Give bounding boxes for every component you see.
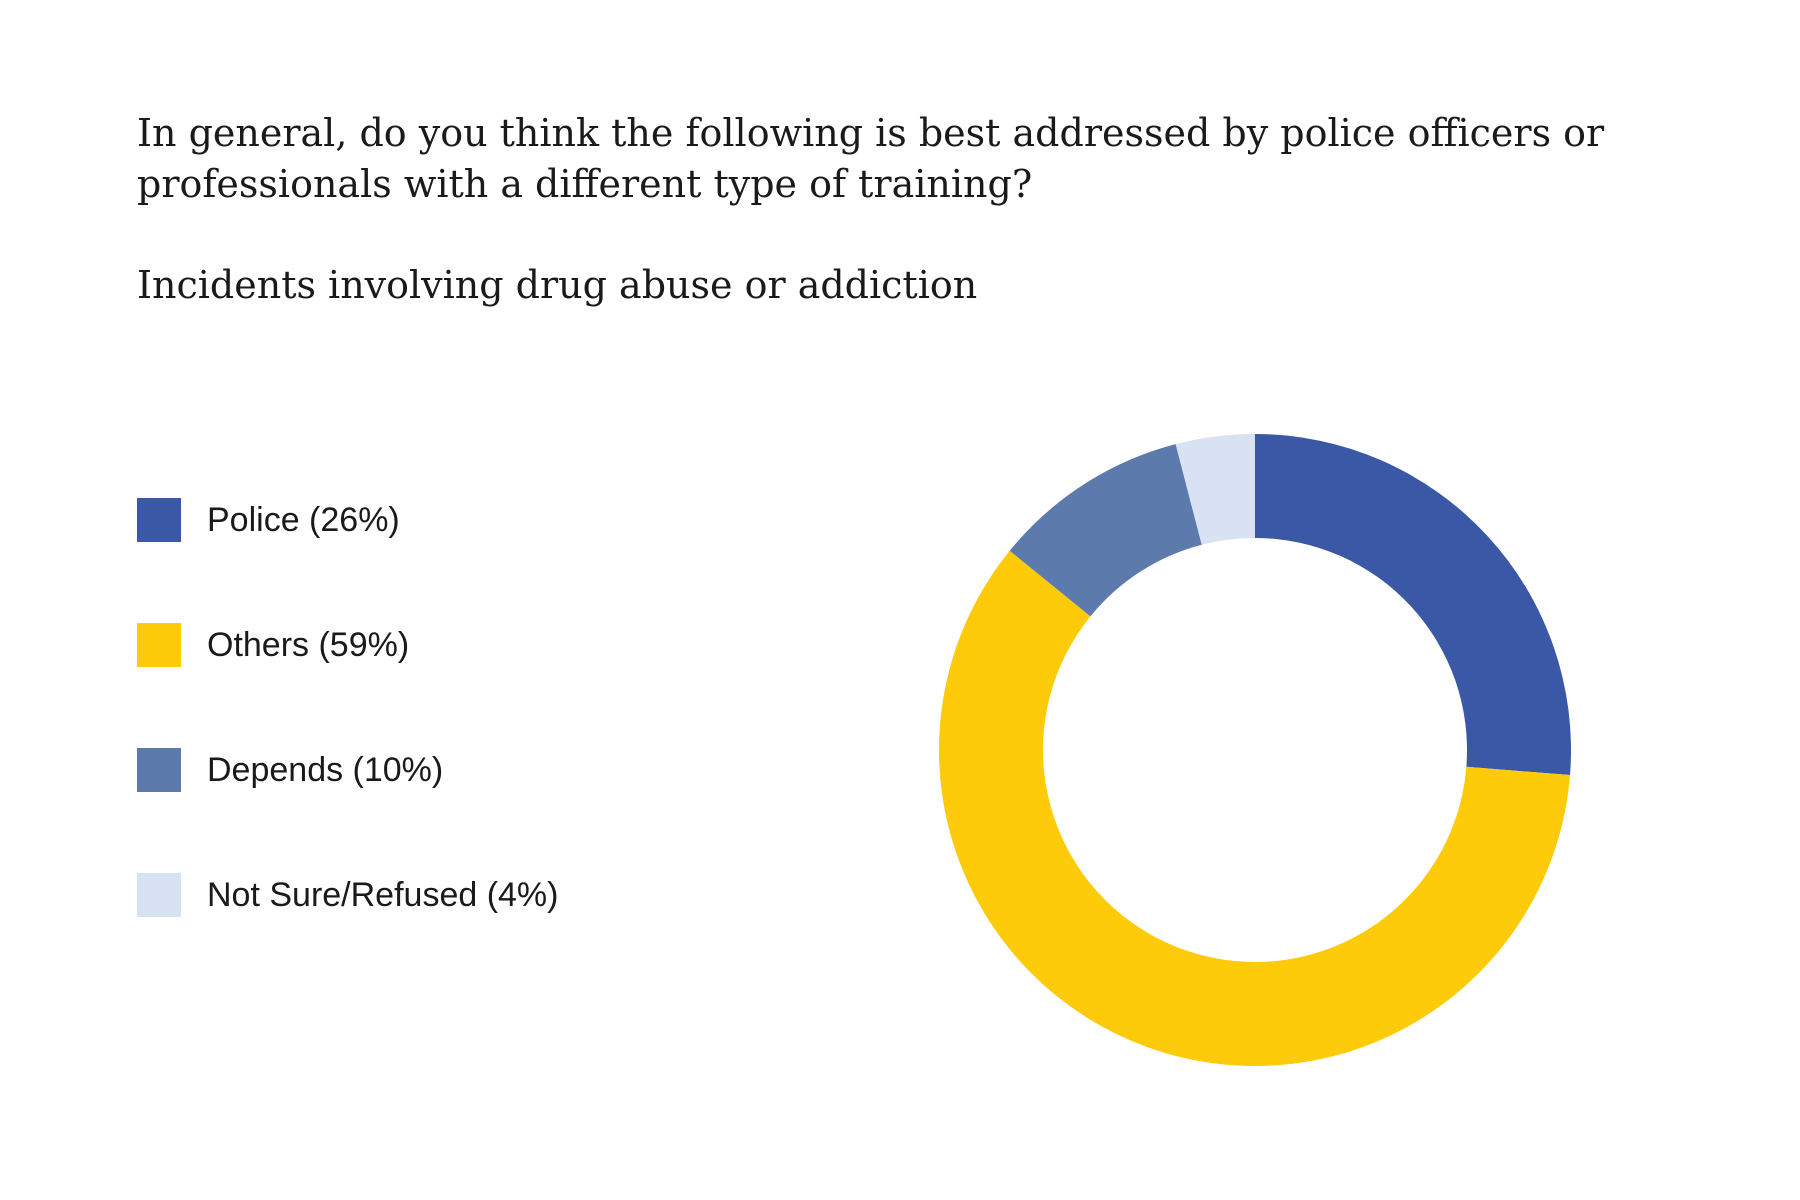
chart-title: In general, do you think the following i… [137,111,1605,206]
chart-subtitle: Incidents involving drug abuse or addict… [137,263,978,307]
legend-item-not-sure: Not Sure/Refused (4%) [137,873,559,917]
donut-slice-police [1255,434,1571,776]
legend-label-depends: Depends (10%) [207,750,444,789]
donut-slice-depends [1009,444,1202,617]
legend-label-others: Others (59%) [207,625,410,664]
donut-slice-not-sure-refused [1175,434,1255,545]
legend-label-not-sure: Not Sure/Refused (4%) [207,875,559,914]
legend-swatch-not-sure [137,873,181,917]
legend-item-police: Police (26%) [137,498,559,542]
legend-item-depends: Depends (10%) [137,748,559,792]
legend-swatch-others [137,623,181,667]
legend-swatch-police [137,498,181,542]
donut-slice-others [938,550,1571,1066]
legend-item-others: Others (59%) [137,623,559,667]
legend-label-police: Police (26%) [207,500,400,539]
legend-swatch-depends [137,748,181,792]
legend: Police (26%) Others (59%) Depends (10%) … [137,498,559,998]
